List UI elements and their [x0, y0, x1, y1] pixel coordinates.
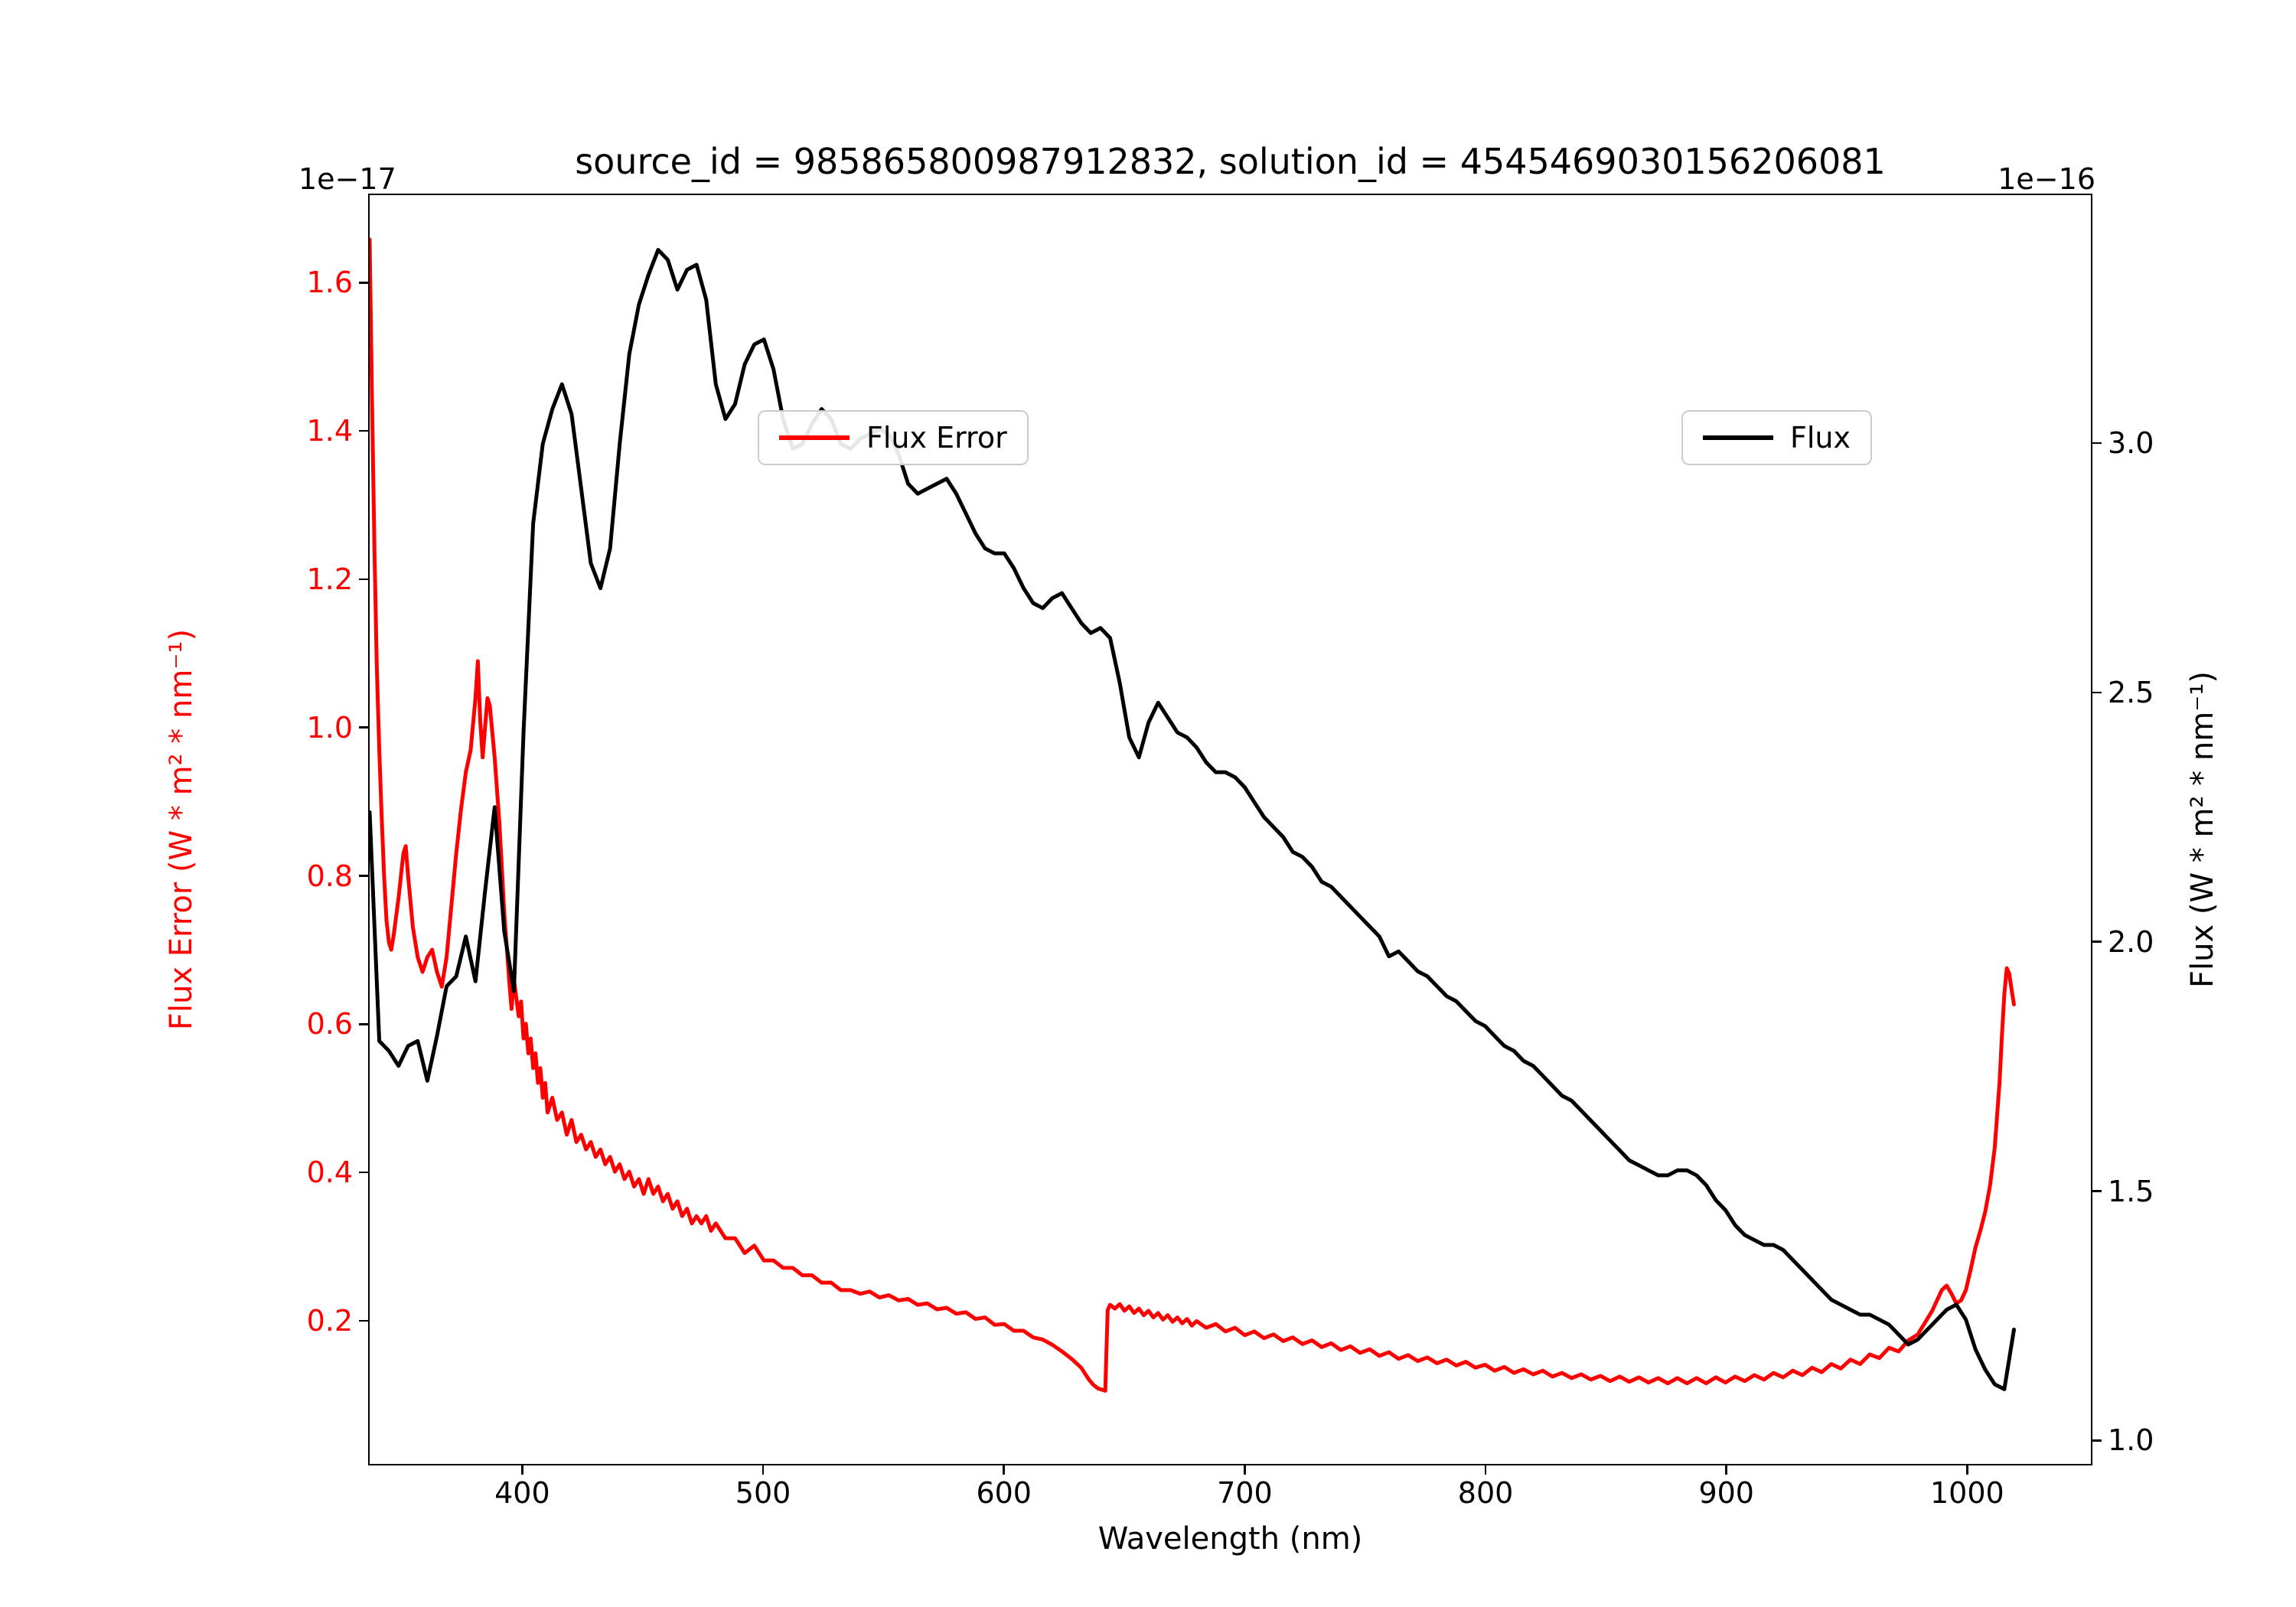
series-flux-error-line [370, 237, 2016, 1393]
flux-legend-label: Flux [1790, 421, 1851, 455]
left-y-tick-mark [359, 1171, 368, 1174]
right-y-tick-mark [2092, 691, 2102, 693]
flux-error-legend-line [779, 435, 850, 440]
x-tick-mark [1244, 1465, 1246, 1475]
chart-title: source_id = 985865800987912832, solution… [575, 141, 1886, 182]
x-tick-label: 500 [735, 1476, 791, 1510]
flux-error-legend-label: Flux Error [866, 421, 1007, 455]
left-axis-label: Flux Error (W * m² * nm⁻¹) [164, 628, 199, 1031]
flux-legend-line [1703, 435, 1773, 440]
left-y-tick-mark [359, 578, 368, 581]
x-tick-label: 700 [1217, 1476, 1273, 1510]
plot-area: Flux Error Flux [368, 194, 2092, 1465]
x-tick-label: 1000 [1930, 1476, 2004, 1510]
legend-flux-error: Flux Error [758, 410, 1029, 465]
right-y-tick-label: 1.0 [2108, 1423, 2154, 1458]
right-axis-offset-text: 1e−16 [1998, 162, 2095, 196]
left-y-tick-mark [359, 726, 368, 729]
x-tick-label: 400 [494, 1476, 550, 1510]
right-y-tick-mark [2092, 940, 2102, 943]
x-tick-mark [521, 1465, 523, 1475]
left-y-tick-label: 0.4 [306, 1156, 353, 1190]
right-y-tick-label: 1.5 [2108, 1174, 2154, 1208]
left-y-tick-mark [359, 1023, 368, 1025]
legend-flux: Flux [1681, 410, 1872, 465]
right-y-tick-label: 2.5 [2108, 675, 2154, 709]
x-tick-mark [1725, 1465, 1727, 1475]
right-y-tick-label: 2.0 [2108, 924, 2154, 959]
left-y-tick-mark [359, 875, 368, 877]
left-y-tick-label: 0.6 [306, 1007, 353, 1041]
left-y-tick-mark [359, 1319, 368, 1322]
x-tick-label: 900 [1698, 1476, 1754, 1510]
left-y-tick-label: 0.8 [306, 859, 353, 893]
x-tick-mark [762, 1465, 765, 1475]
left-y-tick-label: 0.2 [306, 1304, 353, 1338]
right-axis-label: Flux (W * m² * nm⁻¹) [2185, 671, 2220, 988]
x-tick-label: 800 [1457, 1476, 1514, 1510]
plot-canvas [370, 237, 2016, 1393]
left-y-tick-label: 1.6 [306, 266, 353, 300]
x-tick-label: 600 [976, 1476, 1032, 1510]
left-y-tick-label: 1.0 [306, 710, 353, 745]
x-tick-mark [1003, 1465, 1005, 1475]
right-y-tick-mark [2092, 1190, 2102, 1192]
series-flux-line [370, 248, 2016, 1391]
right-y-tick-label: 3.0 [2108, 425, 2154, 460]
left-y-tick-mark [359, 429, 368, 432]
x-tick-mark [1484, 1465, 1487, 1475]
left-axis-offset-text: 1e−17 [298, 162, 396, 196]
left-y-tick-label: 1.2 [306, 562, 353, 596]
x-tick-mark [1966, 1465, 1968, 1475]
left-y-tick-label: 1.4 [306, 414, 353, 448]
x-axis-label: Wavelength (nm) [1097, 1521, 1363, 1556]
left-y-tick-mark [359, 282, 368, 284]
right-y-tick-mark [2092, 442, 2102, 445]
right-y-tick-mark [2092, 1439, 2102, 1442]
